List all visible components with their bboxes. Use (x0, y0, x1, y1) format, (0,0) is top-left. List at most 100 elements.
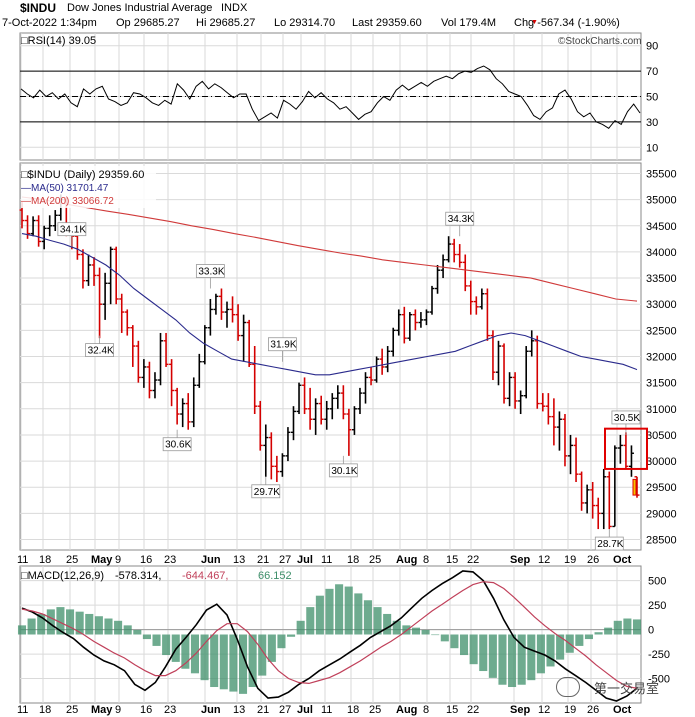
macd-histogram-bar (296, 620, 305, 635)
price-bar (379, 348, 385, 375)
macd-histogram-bar (85, 613, 94, 635)
price-tick-label: 33000 (646, 299, 677, 311)
macd-histogram-bar (479, 634, 488, 672)
price-bar (606, 471, 612, 530)
quote-last: Last 29359.60 (352, 17, 422, 29)
price-x-label: Jul (297, 554, 313, 566)
price-bar (579, 471, 585, 511)
macd-signal-line (21, 581, 638, 689)
macd-tick-label: -500 (648, 674, 670, 686)
price-bar (202, 325, 208, 365)
macd-histogram-bar (344, 586, 353, 635)
callout-box (57, 222, 87, 237)
price-bar (252, 346, 258, 415)
callout-box (251, 484, 281, 499)
price-bar (529, 330, 535, 357)
macd-histogram-bar (363, 600, 372, 635)
price-bar (313, 398, 319, 435)
macd-x-label: 23 (164, 704, 176, 716)
price-bar (451, 238, 457, 263)
macd-histogram-bar (508, 634, 517, 688)
macd-histogram-bar (229, 634, 238, 692)
macd-histogram-bar (392, 620, 401, 635)
price-bar (435, 264, 441, 294)
price-bar (102, 272, 108, 320)
price-bar (623, 432, 629, 469)
price-x-label: Aug (396, 554, 417, 566)
index-name: Dow Jones Industrial Average (67, 2, 213, 14)
price-bar (396, 309, 402, 336)
macd-histogram-bar (498, 634, 507, 685)
macd-histogram-bar (325, 588, 334, 635)
price-x-label: 27 (279, 554, 291, 566)
price-bar (113, 246, 119, 305)
price-bar (141, 359, 147, 388)
macd-x-label: 25 (369, 704, 381, 716)
price-bar (595, 497, 601, 530)
price-bar (534, 335, 540, 409)
price-bar (401, 306, 407, 344)
quote-low: Lo 29314.70 (274, 17, 336, 29)
price-bar (412, 309, 418, 331)
credit-label: ©StockCharts.com (558, 36, 642, 47)
price-bar (124, 309, 130, 336)
callout-label: 30.1K (331, 466, 357, 477)
macd-x-label: 19 (564, 704, 576, 716)
callout-label: 30.5K (614, 413, 640, 424)
macd-x-label: 18 (39, 704, 51, 716)
price-bar (573, 437, 579, 483)
price-bar (285, 427, 291, 462)
price-bar (518, 390, 524, 415)
macd-histogram-bar (440, 634, 449, 642)
macd-x-label: 26 (587, 704, 599, 716)
price-bar (257, 400, 263, 451)
macd-histogram-bar (459, 634, 469, 656)
symbol-label: $INDU (20, 1, 57, 15)
macd-histogram-bar (248, 634, 257, 688)
price-bar (324, 400, 330, 430)
macd-tick-label: 0 (648, 625, 654, 637)
macd-x-label: 21 (257, 704, 269, 716)
callout-box (162, 437, 192, 452)
callout-box (85, 343, 114, 357)
price-bar (446, 236, 452, 263)
callout-box (328, 463, 358, 478)
macd-histogram-bar (469, 634, 478, 665)
macd-value: -578.314, (115, 570, 161, 582)
macd-histogram-bar (200, 634, 209, 681)
price-bar (213, 293, 219, 315)
price-bar (108, 246, 114, 305)
price-bar (152, 372, 158, 399)
macd-histogram-bar (277, 634, 286, 649)
price-bar (235, 304, 241, 341)
price-bar (169, 359, 175, 407)
price-x-label: 21 (257, 554, 269, 566)
macd-histogram-bar (488, 634, 497, 678)
macd-histogram-bar (546, 634, 555, 667)
quote-volume: Vol 179.4M (441, 17, 497, 29)
macd-x-label: Oct (613, 704, 632, 716)
price-bar (634, 476, 640, 498)
price-bar (191, 377, 197, 428)
price-bar (601, 468, 607, 530)
price-bar (274, 455, 280, 483)
macd-histogram-bar (354, 593, 363, 635)
price-tick-label: 35500 (646, 168, 677, 180)
macd-histogram-bar (335, 584, 344, 635)
price-bar (290, 406, 296, 441)
macd-histogram-bar (584, 634, 593, 640)
price-bar (462, 254, 468, 292)
callout-label: 29.7K (254, 487, 280, 498)
price-bar (174, 387, 180, 425)
price-tick-label: 35000 (646, 195, 677, 207)
macd-histogram-bar (604, 627, 613, 635)
price-x-label: 15 (446, 554, 458, 566)
price-bar (146, 361, 152, 399)
macd-x-label: 16 (140, 704, 152, 716)
last-price-marker (632, 478, 637, 496)
macd-histogram-bar (238, 634, 248, 694)
price-tick-label: 31000 (646, 404, 677, 416)
price-bar (495, 340, 501, 386)
macd-histogram-bar (46, 609, 55, 635)
macd-x-label: 15 (446, 704, 458, 716)
